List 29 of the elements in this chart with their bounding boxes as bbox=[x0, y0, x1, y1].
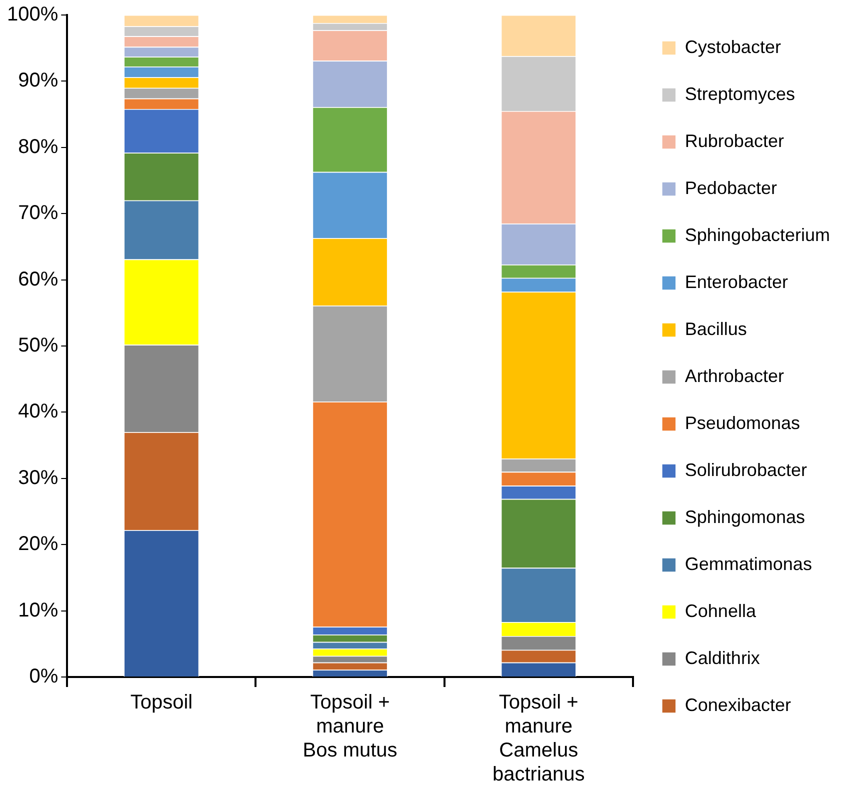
legend-label: Cystobacter bbox=[684, 36, 781, 57]
x-tick-label: Topsoil + manure Bos mutus bbox=[302, 692, 398, 762]
legend-label: Gemmatimonas bbox=[684, 554, 812, 574]
legend-label: Enterobacter bbox=[684, 272, 788, 292]
legend-label: Pedobacter bbox=[684, 178, 777, 198]
y-tick-label: 90% bbox=[18, 70, 58, 92]
y-tick-label: 10% bbox=[18, 599, 58, 622]
legend-label: Pseudomonas bbox=[684, 412, 800, 433]
legend-label: Caldithrix bbox=[684, 648, 760, 668]
y-tick-label: 60% bbox=[18, 268, 58, 290]
y-tick-label: 80% bbox=[18, 136, 58, 158]
y-tick-label: 30% bbox=[18, 466, 58, 489]
y-tick-label: 40% bbox=[18, 400, 58, 423]
y-tick-label: 100% bbox=[6, 4, 58, 26]
legend-label: Conexibacter bbox=[684, 694, 791, 715]
legend-label: Solirubrobacter bbox=[684, 460, 807, 480]
y-tick-label: 50% bbox=[18, 334, 58, 357]
legend-label: Sphingobacterium bbox=[684, 224, 830, 245]
legend-label: Rubrobacter bbox=[684, 130, 784, 151]
legend-label: Sphingomonas bbox=[684, 506, 806, 527]
legend-label: Arthrobacter bbox=[684, 366, 784, 386]
y-tick-label: 70% bbox=[18, 202, 58, 224]
legend-label: Streptomyces bbox=[684, 84, 795, 104]
y-tick-label: 20% bbox=[18, 533, 58, 556]
legend-label: Cohnella bbox=[684, 600, 757, 621]
legend-label: Bacillus bbox=[684, 318, 747, 339]
x-tick-label: Topsoil bbox=[130, 692, 193, 714]
x-tick-label: Topsoil + manure Camelus bactrianus bbox=[492, 692, 585, 786]
y-tick-label: 0% bbox=[29, 666, 58, 688]
